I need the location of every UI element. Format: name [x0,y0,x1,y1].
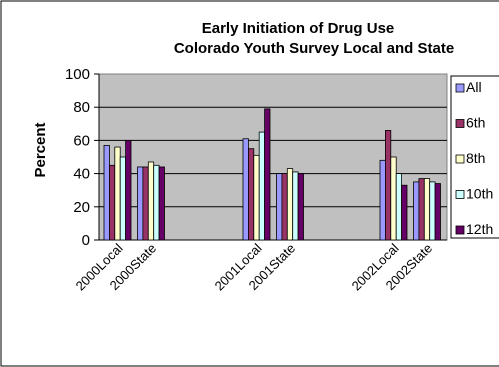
bar-12th-2000State [158,166,165,241]
bar-All-2002Local [379,159,386,241]
bar-8th-2000Local [114,146,121,241]
bar-12th-2000Local [125,139,132,241]
y-tick-label: 80 [73,99,90,116]
chart-title: Early Initiation of Drug Use [202,20,395,37]
y-tick-label: 60 [73,132,90,149]
bar-12th-2001Local [264,108,271,241]
bar-8th-2001State [286,168,294,241]
bar-All-2000Local [103,144,110,241]
bar-All-2001Local [242,138,249,241]
bar-8th-2000State [147,161,155,241]
bar-10th-2001State [292,171,299,241]
bar-8th-2001Local [253,154,260,241]
legend-swatch-8th [455,154,465,164]
chart-subtitle: Colorado Youth Survey Local and State [174,40,454,57]
bar-12th-2001State [297,173,304,241]
bar-10th-2002State [429,181,436,241]
bar-10th-2000State [153,164,160,241]
bar-6th-2000Local [109,164,116,241]
y-axis-title: Percent [32,122,49,177]
bar-10th-2001Local [258,131,266,241]
y-tick-label: 100 [65,66,90,83]
legend-label-All: All [466,79,482,95]
legend-swatch-All [455,83,465,93]
bar-10th-2000Local [119,156,126,241]
bar-All-2002State [413,181,420,241]
bar-8th-2002Local [390,156,397,241]
bar-6th-2002State [418,178,425,241]
bar-6th-2001State [281,173,288,241]
legend-swatch-6th [455,119,465,128]
legend-label-8th: 8th [466,150,485,166]
bar-10th-2002Local [395,173,403,241]
bar-12th-2002State [434,183,441,241]
legend-swatch-12th [455,225,465,235]
bar-6th-2001Local [247,148,255,241]
y-tick-label: 40 [73,166,90,183]
bar-8th-2002State [423,178,431,241]
legend-label-10th: 10th [466,186,493,202]
legend-swatch-10th [455,190,465,199]
legend-label-12th: 12th [466,221,493,237]
y-tick-label: 20 [73,199,90,216]
legend-label-6th: 6th [466,115,485,131]
bar-All-2000State [137,166,144,241]
bar-6th-2002Local [384,130,392,241]
bar-All-2001State [276,173,283,241]
y-tick-label: 0 [82,232,90,249]
bar-6th-2000State [142,166,149,241]
bar-12th-2002Local [401,184,408,241]
